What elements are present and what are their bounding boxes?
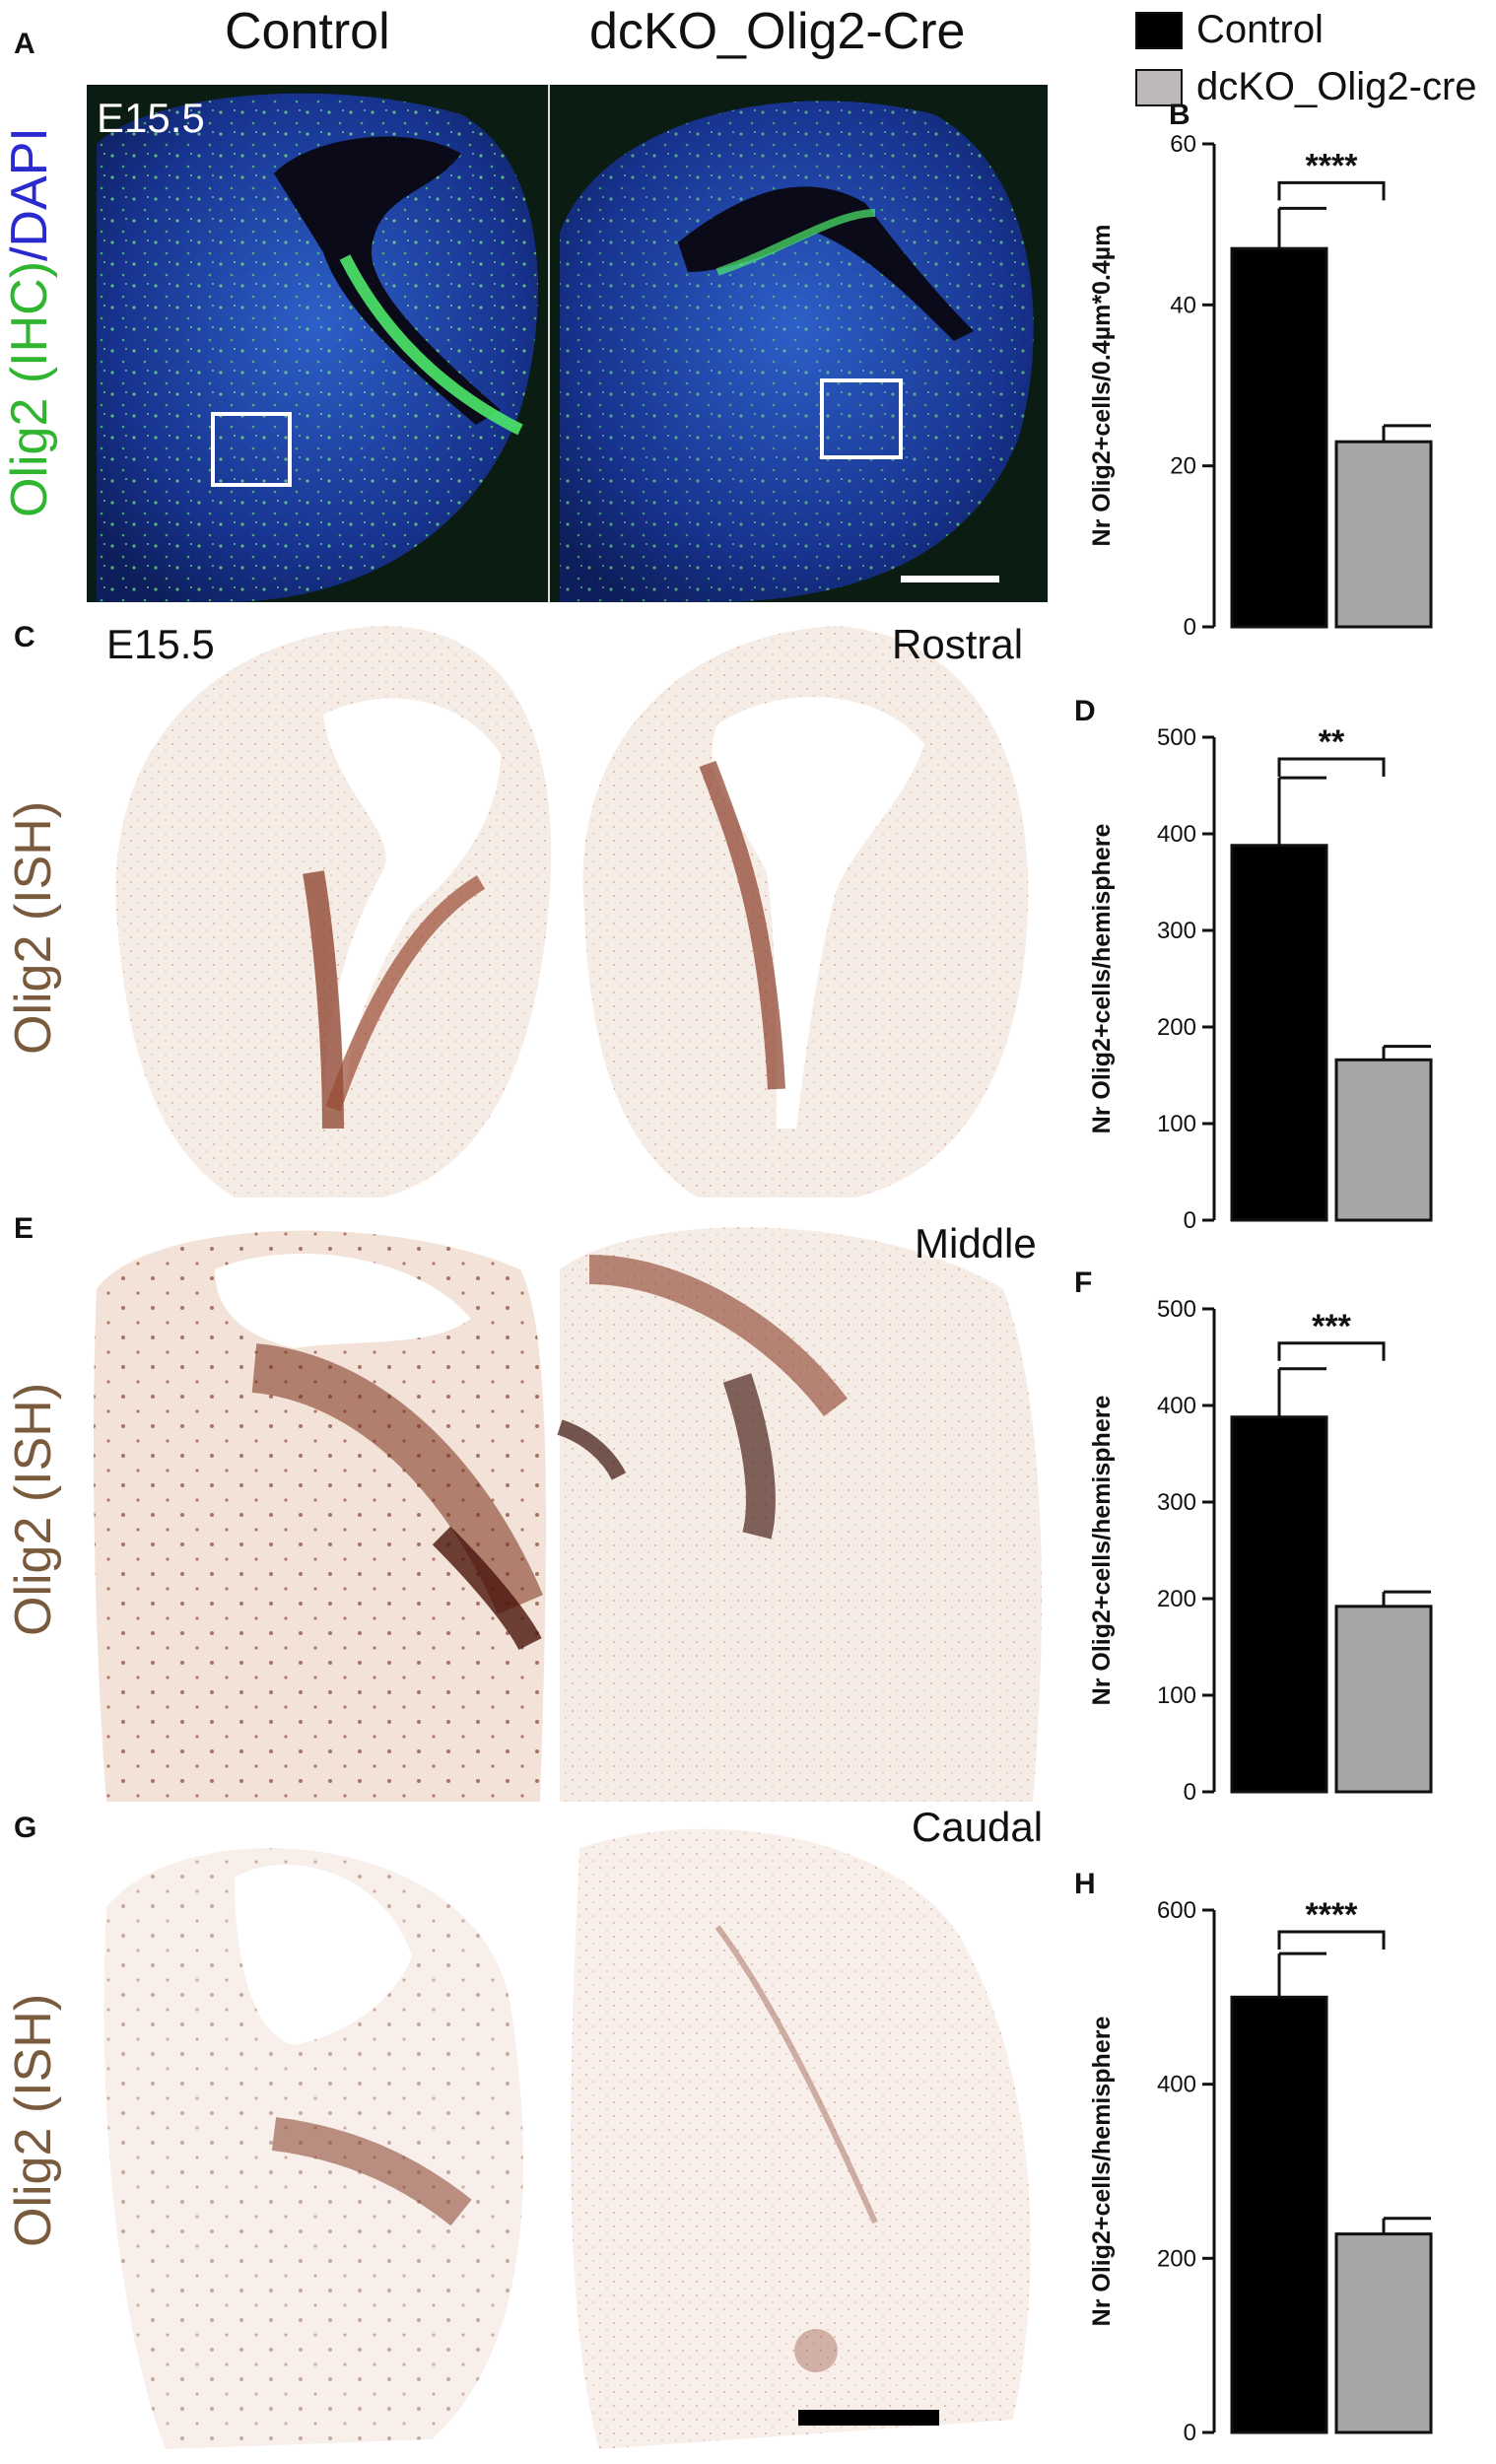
y-tick-label-b-0: 0 bbox=[1184, 614, 1196, 641]
micrograph-a-dcko bbox=[550, 85, 1048, 602]
row-label-a-olig2: Olig2 (IHC) bbox=[1, 260, 58, 517]
header-dcko: dcKO_Olig2-Cre bbox=[589, 3, 966, 60]
bar-h-control bbox=[1230, 1995, 1328, 2434]
y-tick-label-f-500: 500 bbox=[1157, 1296, 1196, 1323]
chart-f: Nr Olig2+cells/hemisphere 0 100 200 300 400 50… bbox=[1088, 1296, 1433, 1806]
y-tick-label-h-600: 600 bbox=[1157, 1897, 1196, 1924]
row-label-e: Olig2 (ISH) bbox=[5, 1382, 62, 1636]
micrograph-a bbox=[87, 85, 1048, 602]
bar-h-dcko bbox=[1334, 2232, 1433, 2434]
significance-label-d: ** bbox=[1319, 723, 1345, 761]
significance-bracket-h bbox=[1277, 1930, 1386, 1950]
bar-f-control bbox=[1230, 1415, 1328, 1794]
row-label-a-dapi: DAPI bbox=[1, 127, 58, 247]
significance-bracket-d bbox=[1277, 757, 1386, 777]
significance-label-b: **** bbox=[1306, 147, 1359, 184]
y-tick-label-f-300: 300 bbox=[1157, 1489, 1196, 1516]
legend-swatch-control bbox=[1135, 11, 1183, 49]
chart-h: Nr Olig2+cells/hemisphere 0 200 400 600 **** bbox=[1088, 1896, 1433, 2446]
legend-item-dcko: dcKO_Olig2-cre bbox=[1135, 65, 1477, 109]
legend-label-dcko: dcKO_Olig2-cre bbox=[1196, 65, 1477, 108]
significance-bracket-f bbox=[1277, 1341, 1386, 1361]
scale-bar-g bbox=[798, 2410, 939, 2426]
significance-label-f: *** bbox=[1312, 1308, 1351, 1345]
y-tick-label-d-500: 500 bbox=[1157, 724, 1196, 751]
micrograph-c-control bbox=[115, 626, 552, 1198]
row-label-a-sep: / bbox=[1, 246, 58, 261]
panel-letter-d: D bbox=[1074, 695, 1096, 727]
micrograph-e bbox=[87, 1210, 1048, 1802]
panel-letter-h: H bbox=[1074, 1868, 1096, 1900]
y-tick-label-b-20: 20 bbox=[1170, 453, 1196, 480]
bar-f-dcko bbox=[1334, 1605, 1433, 1794]
y-tick-label-h-200: 200 bbox=[1157, 2245, 1196, 2272]
y-tick-label-f-0: 0 bbox=[1184, 1779, 1196, 1806]
bar-d-control bbox=[1230, 844, 1328, 1222]
y-axis-label-f: Nr Olig2+cells/hemisphere bbox=[1088, 1396, 1116, 1706]
row-label-g: Olig2 (ISH) bbox=[5, 1993, 62, 2247]
panel-letter-f: F bbox=[1074, 1266, 1093, 1299]
y-tick-label-d-100: 100 bbox=[1157, 1111, 1196, 1137]
row-label-c: Olig2 (ISH) bbox=[5, 800, 62, 1055]
micrograph-c bbox=[87, 616, 1048, 1207]
inset-box-dcko bbox=[820, 378, 903, 459]
legend-swatch-dcko bbox=[1135, 68, 1183, 106]
significance-bracket-b bbox=[1277, 180, 1386, 201]
micrograph-c-dcko bbox=[582, 626, 1029, 1198]
micrograph-g-dcko bbox=[571, 1828, 1031, 2449]
y-tick-label-f-200: 200 bbox=[1157, 1586, 1196, 1612]
y-tick-label-h-0: 0 bbox=[1184, 2420, 1196, 2446]
y-axis-label-h: Nr Olig2+cells/hemisphere bbox=[1088, 2017, 1116, 2327]
micrograph-e-control bbox=[94, 1230, 546, 1802]
scale-bar-a bbox=[901, 576, 999, 582]
legend-label-control: Control bbox=[1196, 8, 1324, 51]
level-label-caudal: Caudal bbox=[912, 1804, 1044, 1850]
micrograph-g-control bbox=[103, 1848, 524, 2449]
legend-item-control: Control bbox=[1135, 8, 1324, 52]
inset-box-control bbox=[211, 412, 292, 487]
header-control: Control bbox=[225, 3, 390, 60]
chart-d: Nr Olig2+cells/hemisphere 0 100 200 300 400 50… bbox=[1088, 723, 1433, 1234]
chart-b: Nr Olig2+cells/0.4µm*0.4µm 0 20 40 60 **** bbox=[1088, 131, 1433, 641]
y-tick-label-d-400: 400 bbox=[1157, 821, 1196, 848]
panel-letter-a: A bbox=[14, 28, 35, 60]
row-label-a: Olig2 (IHC)/DAPI bbox=[0, 127, 59, 517]
bar-b-control bbox=[1230, 246, 1328, 629]
y-axis-label-b: Nr Olig2+cells/0.4µm*0.4µm bbox=[1088, 225, 1116, 547]
micrograph-e-dcko bbox=[557, 1227, 1042, 1802]
y-tick-label-h-400: 400 bbox=[1157, 2072, 1196, 2098]
level-label-rostral: Rostral bbox=[892, 621, 1024, 667]
y-tick-label-b-40: 40 bbox=[1170, 292, 1196, 318]
y-tick-label-b-60: 60 bbox=[1170, 131, 1196, 158]
panel-letter-e: E bbox=[14, 1212, 34, 1245]
y-tick-label-f-100: 100 bbox=[1157, 1682, 1196, 1709]
bar-b-dcko bbox=[1334, 440, 1433, 629]
y-tick-label-d-0: 0 bbox=[1184, 1207, 1196, 1234]
panel-letter-g: G bbox=[14, 1812, 37, 1844]
stage-label-a: E15.5 bbox=[97, 95, 205, 141]
bar-d-dcko bbox=[1334, 1058, 1433, 1222]
y-tick-label-d-200: 200 bbox=[1157, 1014, 1196, 1041]
micrograph-g bbox=[87, 1809, 1048, 2459]
y-axis-label-d: Nr Olig2+cells/hemisphere bbox=[1088, 824, 1116, 1134]
level-label-middle: Middle bbox=[915, 1220, 1037, 1266]
panel-letter-c: C bbox=[14, 621, 35, 653]
y-tick-label-f-400: 400 bbox=[1157, 1393, 1196, 1419]
y-tick-label-d-300: 300 bbox=[1157, 918, 1196, 944]
stage-label-c: E15.5 bbox=[106, 621, 215, 667]
significance-label-h: **** bbox=[1306, 1896, 1359, 1934]
panel-letter-b: B bbox=[1169, 99, 1190, 131]
micrograph-a-control bbox=[87, 85, 548, 602]
